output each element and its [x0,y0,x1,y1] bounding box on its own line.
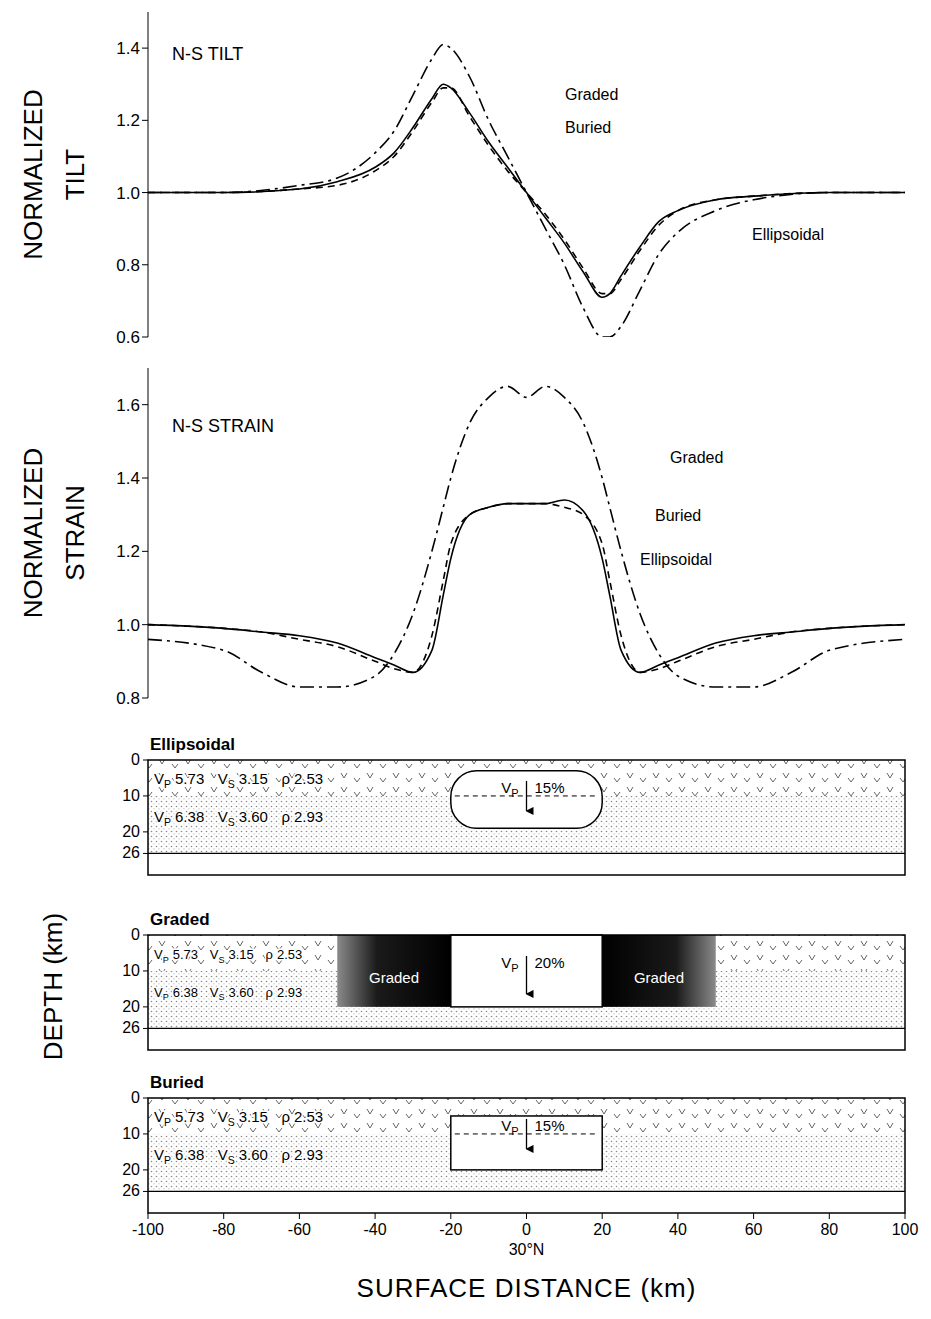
svg-text:N-S TILT: N-S TILT [172,44,243,64]
svg-text:15%: 15% [535,779,565,796]
svg-text:100: 100 [892,1221,919,1238]
svg-text:30°N: 30°N [509,1241,545,1258]
svg-text:NORMALIZED: NORMALIZED [18,89,48,259]
svg-text:10: 10 [122,962,140,979]
svg-text:80: 80 [820,1221,838,1238]
svg-text:VP: VP [501,954,518,974]
svg-text:1.4: 1.4 [116,39,140,58]
svg-text:60: 60 [745,1221,763,1238]
svg-text:1.2: 1.2 [116,111,140,130]
svg-text:Graded: Graded [150,910,210,929]
svg-text:0: 0 [131,926,140,943]
svg-text:NORMALIZED: NORMALIZED [18,448,48,618]
svg-text:VP6.38VS3.60ρ2.93: VP6.38VS3.60ρ2.93 [154,808,323,828]
svg-text:Graded: Graded [634,969,684,986]
svg-text:0: 0 [131,751,140,768]
svg-text:1.6: 1.6 [116,396,140,415]
svg-text:TILT: TILT [60,149,90,201]
svg-text:Ellipsoidal: Ellipsoidal [150,735,235,754]
svg-text:STRAIN: STRAIN [60,485,90,580]
svg-text:Buried: Buried [150,1073,204,1092]
svg-text:Ellipsoidal: Ellipsoidal [752,226,824,243]
svg-text:40: 40 [669,1221,687,1238]
svg-text:1.4: 1.4 [116,469,140,488]
svg-text:1.0: 1.0 [116,184,140,203]
svg-text:26: 26 [122,1182,140,1199]
svg-text:Ellipsoidal: Ellipsoidal [640,551,712,568]
svg-text:VP5.73VS3.15ρ2.53: VP5.73VS3.15ρ2.53 [154,1108,323,1128]
svg-text:SURFACE DISTANCE (km): SURFACE DISTANCE (km) [357,1273,697,1303]
svg-text:1.2: 1.2 [116,542,140,561]
svg-text:20: 20 [122,998,140,1015]
svg-text:Buried: Buried [565,119,611,136]
svg-text:Graded: Graded [565,86,618,103]
svg-text:0.6: 0.6 [116,328,140,347]
svg-text:0.8: 0.8 [116,689,140,708]
svg-text:VP5.73VS3.15ρ2.53: VP5.73VS3.15ρ2.53 [154,770,323,790]
svg-text:20%: 20% [535,954,565,971]
svg-text:-20: -20 [439,1221,462,1238]
svg-text:0.8: 0.8 [116,256,140,275]
svg-text:-80: -80 [212,1221,235,1238]
svg-text:N-S STRAIN: N-S STRAIN [172,416,274,436]
svg-text:26: 26 [122,1019,140,1036]
svg-text:26: 26 [122,844,140,861]
svg-text:Buried: Buried [655,507,701,524]
svg-text:VP6.38VS3.60ρ2.93: VP6.38VS3.60ρ2.93 [154,985,302,1002]
svg-text:10: 10 [122,787,140,804]
svg-text:20: 20 [593,1221,611,1238]
svg-text:20: 20 [122,823,140,840]
svg-text:0: 0 [131,1089,140,1106]
svg-text:Graded: Graded [369,969,419,986]
svg-text:10: 10 [122,1125,140,1142]
svg-text:-60: -60 [288,1221,311,1238]
svg-text:VP5.73VS3.15ρ2.53: VP5.73VS3.15ρ2.53 [154,947,302,964]
svg-text:-100: -100 [132,1221,164,1238]
svg-text:VP: VP [501,1117,518,1137]
svg-text:DEPTH (km): DEPTH (km) [38,913,68,1060]
svg-text:Graded: Graded [670,449,723,466]
svg-text:15%: 15% [535,1117,565,1134]
svg-text:1.0: 1.0 [116,616,140,635]
svg-text:VP: VP [501,779,518,799]
svg-text:VP6.38VS3.60ρ2.93: VP6.38VS3.60ρ2.93 [154,1146,323,1166]
svg-text:-40: -40 [364,1221,387,1238]
svg-text:0: 0 [522,1221,531,1238]
svg-text:20: 20 [122,1161,140,1178]
